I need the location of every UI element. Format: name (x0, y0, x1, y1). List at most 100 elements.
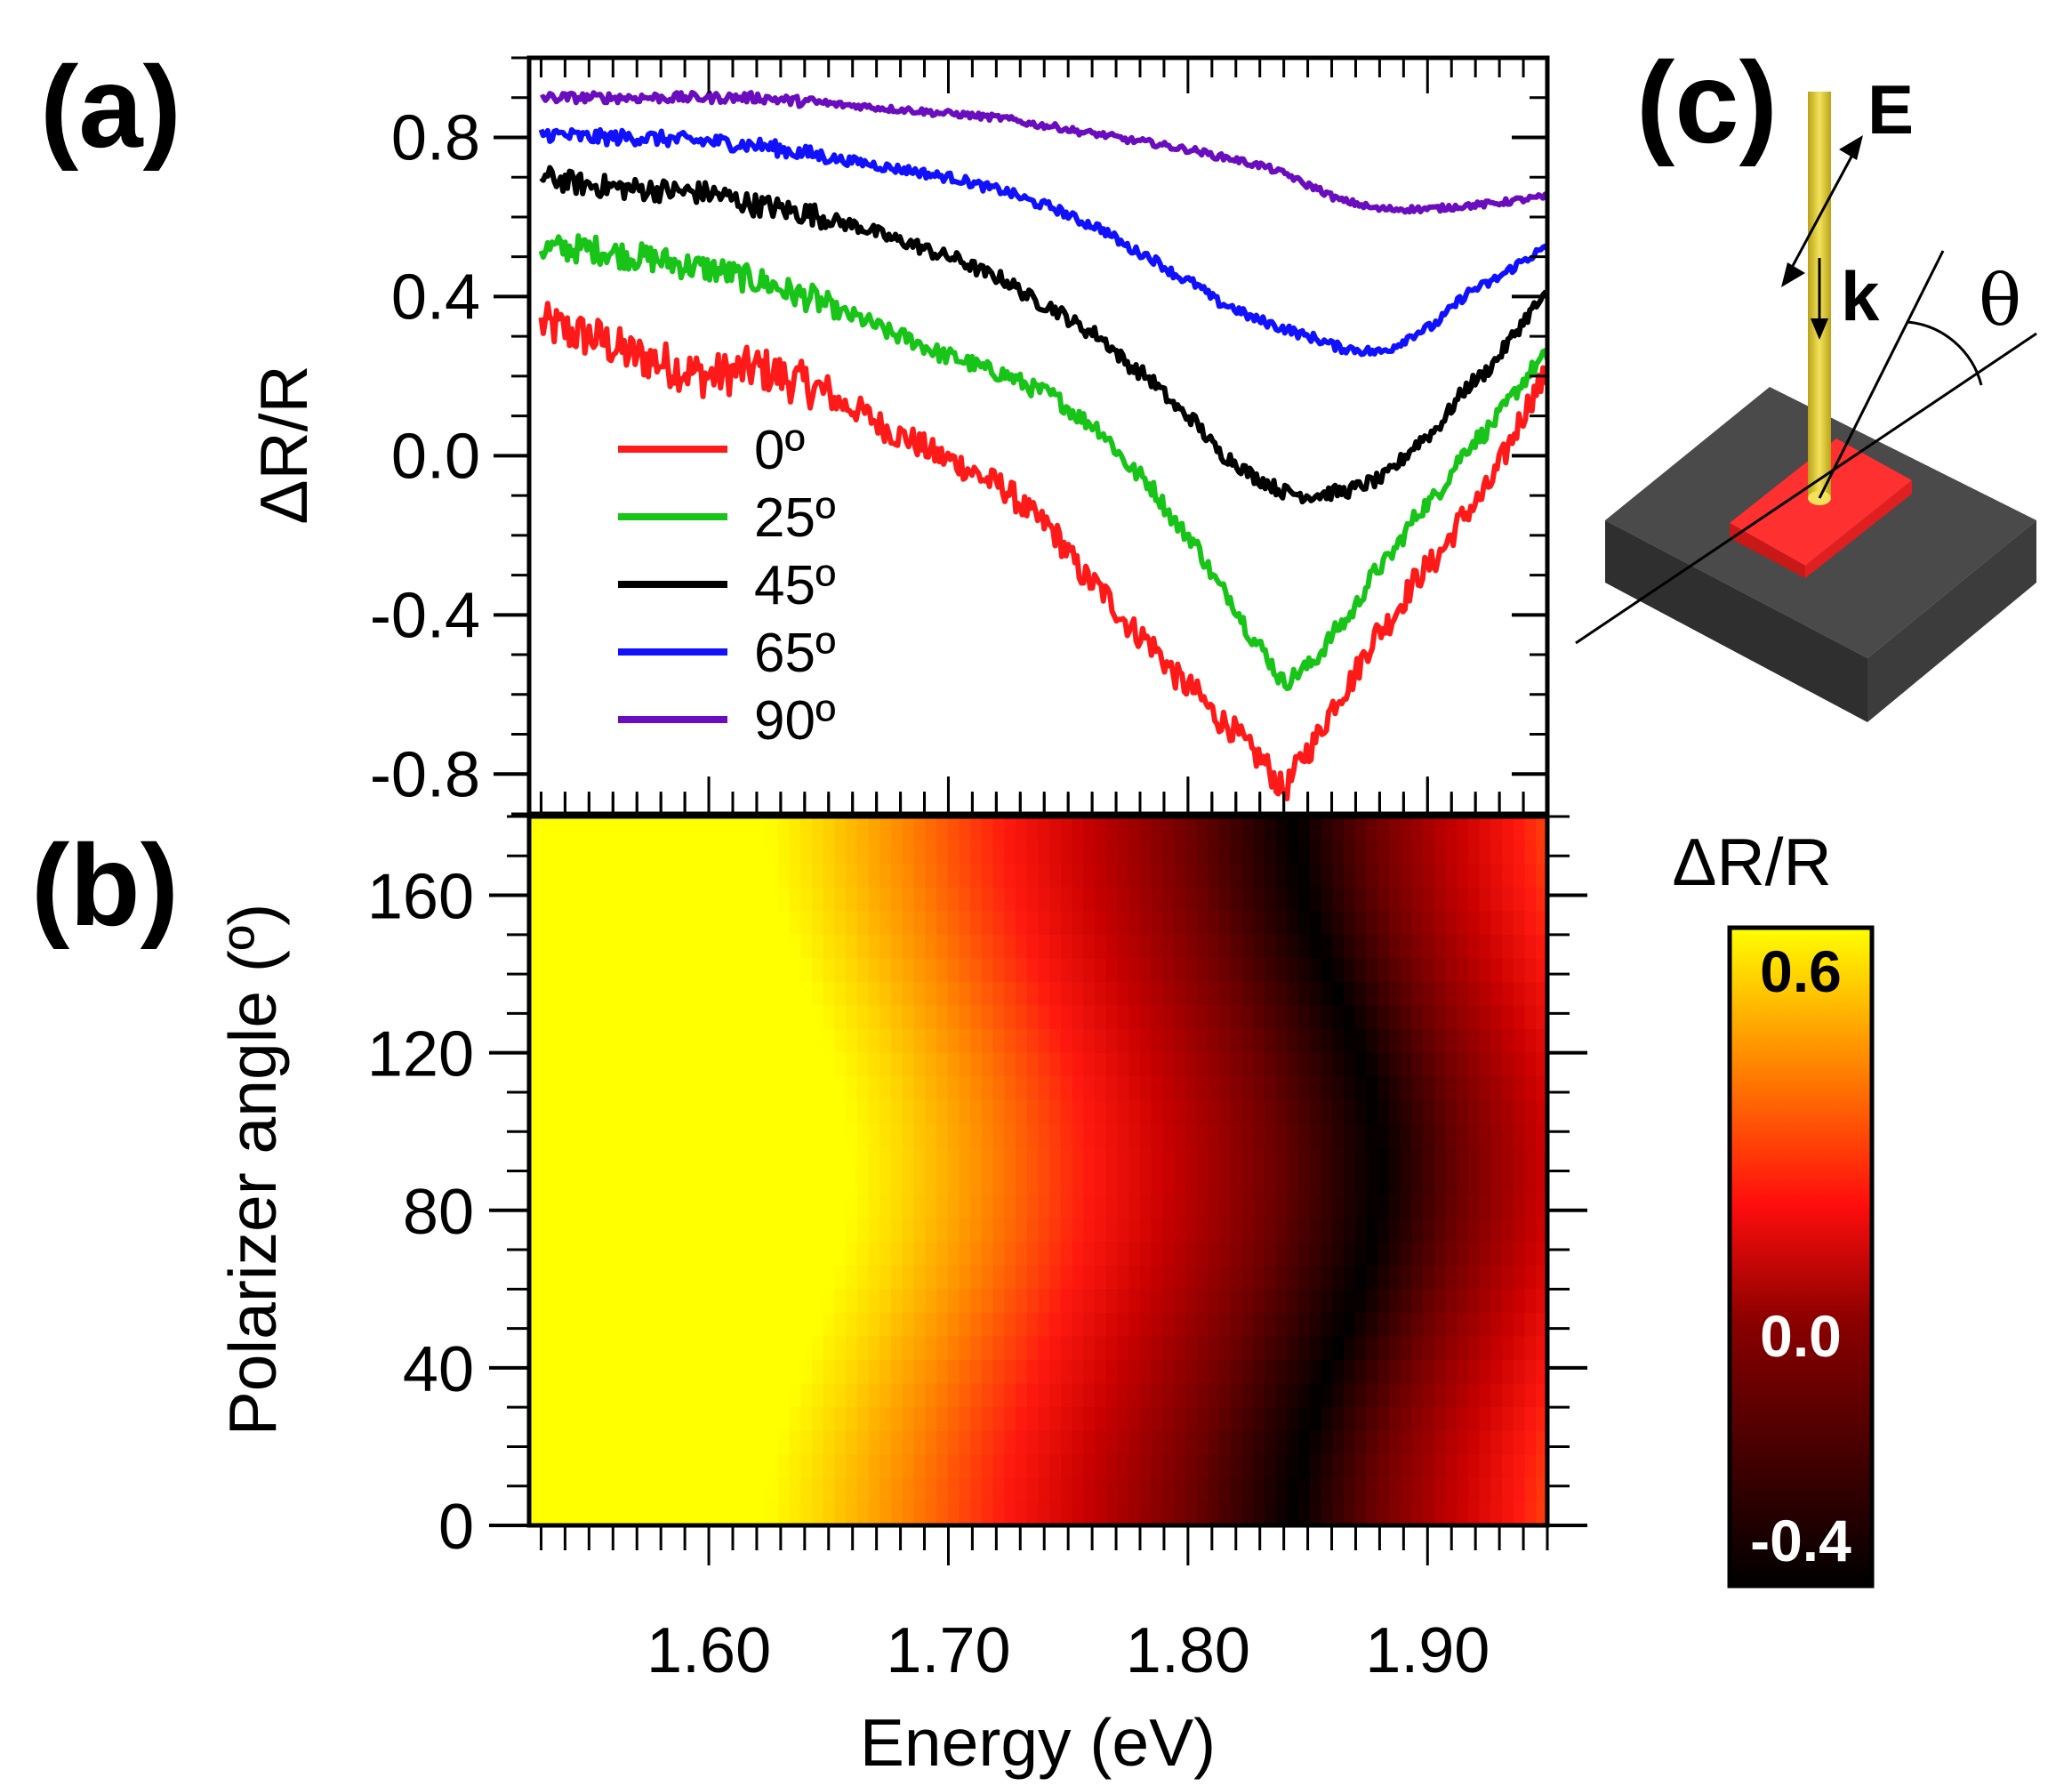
heatmap-cell (891, 1289, 903, 1314)
heatmap-cell (630, 1360, 644, 1385)
heatmap-cell (1423, 1477, 1435, 1503)
heatmap-cell (1309, 1218, 1322, 1243)
heatmap-cell (710, 1407, 723, 1432)
heatmap-cell (1467, 958, 1481, 983)
heatmap-cell (1321, 1501, 1334, 1525)
heatmap-cell (812, 911, 824, 936)
heatmap-cell (947, 1076, 960, 1101)
heatmap-cell (981, 958, 994, 983)
heatmap-cell (1524, 1407, 1538, 1432)
panel-b-label: (b) (31, 820, 179, 950)
heatmap-cell (1219, 1501, 1232, 1525)
heatmap-cell (664, 1336, 678, 1362)
heatmap-cell (1513, 1242, 1526, 1267)
heatmap-cell (925, 934, 937, 960)
heatmap-cell (1072, 1430, 1085, 1456)
heatmap-cell (1219, 887, 1232, 913)
heatmap-cell (733, 1501, 745, 1525)
heatmap-cell (619, 958, 632, 983)
heatmap-cell (1309, 1029, 1322, 1054)
heatmap-cell (936, 1454, 949, 1479)
heatmap-cell (721, 817, 734, 841)
heatmap-cell (1208, 864, 1221, 889)
heatmap-cell (1026, 1289, 1040, 1314)
heatmap-cell (868, 887, 881, 913)
heatmap-cell (585, 1430, 598, 1456)
heatmap-cell (1298, 1123, 1311, 1148)
heatmap-cell (1298, 840, 1311, 865)
heatmap-cell (529, 1029, 542, 1054)
heatmap-cell (1388, 1195, 1401, 1219)
heatmap-cell (1072, 1407, 1085, 1432)
heatmap-cell (1275, 864, 1289, 889)
heatmap-cell (1151, 817, 1164, 841)
heatmap-cell (574, 1265, 587, 1291)
heatmap-cell (879, 1501, 893, 1525)
heatmap-cell (642, 817, 655, 841)
heatmap-cell (1502, 840, 1514, 865)
heatmap-cell (597, 840, 610, 865)
heatmap-cell (1479, 1123, 1492, 1148)
heatmap-cell (597, 1360, 610, 1385)
heatmap-cell (1219, 1099, 1232, 1125)
heatmap-cell (1434, 1146, 1447, 1172)
heatmap-cell (777, 840, 791, 865)
heatmap-cell (1400, 1218, 1413, 1243)
heatmap-cell (936, 1171, 949, 1196)
heatmap-cell (1174, 1360, 1186, 1385)
heatmap-cell (1128, 1383, 1141, 1409)
heatmap-cell (1049, 1312, 1062, 1338)
heatmap-cell (1332, 1501, 1345, 1525)
heatmap-cell (687, 1052, 700, 1078)
heatmap-cell (800, 1195, 814, 1219)
heatmap-cell (630, 1195, 644, 1219)
heatmap-cell (1241, 1099, 1255, 1125)
heatmap-cell (891, 1336, 903, 1362)
heatmap-cell (1321, 1218, 1334, 1243)
heatmap-cell (902, 911, 915, 936)
panel-b-x-axis-title: Energy (eV) (860, 1705, 1216, 1780)
a-y-tick-label: 0.4 (391, 261, 480, 333)
heatmap-cell (1038, 911, 1051, 936)
heatmap-cell (959, 840, 972, 865)
heatmap-cell (1400, 1312, 1413, 1338)
heatmap-cell (1117, 1005, 1130, 1031)
heatmap-cell (1174, 1195, 1186, 1219)
heatmap-cell (1423, 887, 1435, 913)
heatmap-cell (1196, 1454, 1209, 1479)
heatmap-cell (1423, 1146, 1435, 1172)
heatmap-cell (585, 958, 598, 983)
heatmap-cell (1490, 1195, 1504, 1219)
heatmap-cell (936, 1501, 949, 1525)
heatmap-cell (1253, 1171, 1265, 1196)
heatmap-cell (597, 1407, 610, 1432)
heatmap-cell (529, 1501, 542, 1525)
heatmap-cell (687, 1312, 700, 1338)
heatmap-cell (1038, 840, 1051, 865)
heatmap-cell (1049, 1265, 1062, 1291)
heatmap-cell (1524, 864, 1538, 889)
heatmap-cell (1060, 1242, 1073, 1267)
sample-front (1730, 523, 1805, 578)
heatmap-cell (1140, 1477, 1152, 1503)
heatmap-cell (1026, 1171, 1040, 1196)
heatmap-cell (1004, 1501, 1017, 1525)
heatmap-cell (608, 1218, 621, 1243)
heatmap-cell (970, 1029, 983, 1054)
heatmap-cell (800, 1383, 814, 1409)
heatmap-cell (834, 911, 847, 936)
heatmap-cell (1196, 1407, 1209, 1432)
heatmap-cell (1366, 817, 1379, 841)
heatmap-cell (733, 1195, 745, 1219)
heatmap-cell (846, 840, 858, 865)
heatmap-cell (846, 934, 858, 960)
heatmap-cell (856, 911, 870, 936)
heatmap-cell (551, 1099, 565, 1125)
heatmap-cell (529, 958, 542, 983)
heatmap-cell (1400, 1289, 1413, 1314)
heatmap-cell (1354, 840, 1368, 865)
heatmap-cell (1479, 817, 1492, 841)
heatmap-cell (1287, 1218, 1300, 1243)
heatmap-cell (1230, 1052, 1243, 1078)
heatmap-cell (743, 981, 757, 1007)
